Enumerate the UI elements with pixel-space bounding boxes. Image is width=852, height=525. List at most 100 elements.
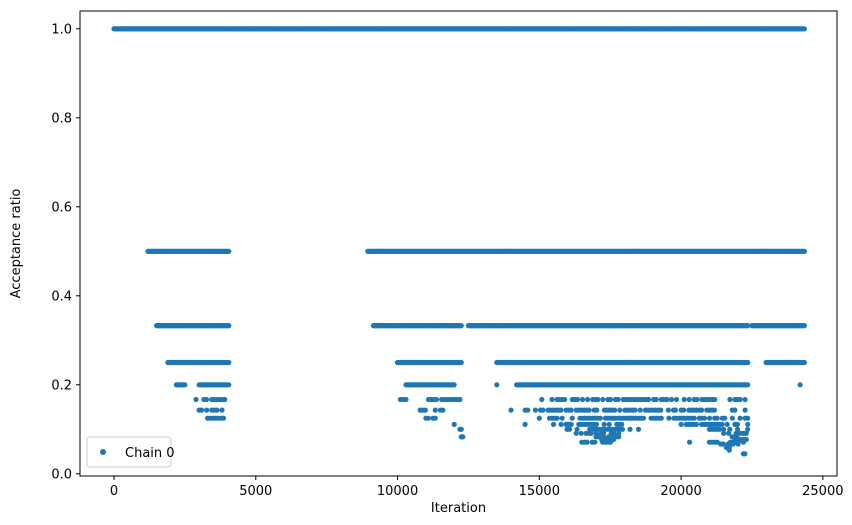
data-point [699,407,705,413]
x-tick-label: 25000 [802,484,843,499]
data-point [595,396,601,403]
data-point [554,415,560,421]
data-point [735,441,741,447]
data-point [727,426,733,432]
data-point [742,451,748,457]
data-point [607,439,614,445]
data-point [204,407,210,413]
data-point [403,396,409,403]
data-point [182,382,188,388]
data-point [681,407,687,413]
x-tick-label: 15000 [519,484,560,499]
x-tick-label: 5000 [239,484,272,499]
legend: Chain 0 [86,436,175,468]
data-point [745,359,751,366]
data-point [226,359,232,366]
x-tick-label: 20000 [660,484,701,499]
data-point [568,407,574,413]
data-point [588,430,594,436]
data-point [640,415,647,421]
data-point [687,439,693,445]
data-point [574,426,580,432]
data-point [627,426,633,432]
legend-box [86,436,172,468]
data-point [432,407,438,413]
data-point [721,430,727,436]
data-point [565,421,571,427]
data-point [592,439,598,445]
data-point [653,396,659,403]
data-point [726,447,732,453]
data-point [219,407,225,413]
data-point [540,407,546,413]
data-point [726,430,732,436]
data-point [566,426,573,432]
data-point [574,396,581,403]
data-point [458,426,464,432]
data-point [579,396,586,403]
data-point [635,426,642,432]
data-point [791,359,798,366]
data-point [508,407,514,413]
data-point [686,396,692,403]
data-point [717,426,723,432]
data-point [742,396,748,403]
data-point [594,407,600,413]
data-point [226,382,232,388]
data-point [585,396,591,403]
data-point [226,248,232,254]
data-point [734,426,741,432]
data-point [737,396,743,403]
data-point [193,396,199,403]
chart-points [111,26,808,457]
y-axis-label: Acceptance ratio [9,189,24,299]
data-point [801,323,808,329]
data-point [606,421,612,427]
data-point [451,421,457,427]
data-point [539,396,545,403]
data-point [734,421,741,427]
data-point [578,430,584,436]
data-point [672,407,679,413]
data-point [637,407,643,413]
data-point [460,434,466,440]
data-point [801,248,808,254]
data-point [632,407,638,413]
x-tick-label: 10000 [377,484,418,499]
data-point [536,415,542,421]
x-axis-label: Iteration [431,501,486,516]
plot-frame [79,10,838,477]
data-point [668,396,675,403]
data-point [658,407,664,413]
data-point [665,407,672,413]
data-point [607,396,614,403]
data-point [522,421,528,427]
x-tick-label: 0 [110,484,118,499]
data-point [612,407,618,413]
data-point [616,434,622,440]
data-point [559,415,565,421]
data-point [214,407,220,413]
data-point [619,421,625,427]
y-axis-ticks: 0.0 0.2 0.4 0.6 0.8 1.0 [51,22,80,482]
data-point [719,421,725,427]
data-point [601,421,607,427]
data-point [745,426,751,432]
data-point [714,415,720,421]
data-point [457,396,463,403]
data-point [615,396,621,403]
data-point [199,407,205,413]
data-point [584,439,590,445]
data-point [593,421,600,427]
data-point [458,323,464,329]
data-point [627,415,633,421]
data-point [727,396,733,403]
data-point [678,421,684,427]
y-tick-label: 0.8 [51,111,72,126]
data-point [666,415,672,421]
data-point [681,396,687,403]
data-point [742,407,748,413]
data-point [558,421,564,427]
data-point [673,396,680,403]
